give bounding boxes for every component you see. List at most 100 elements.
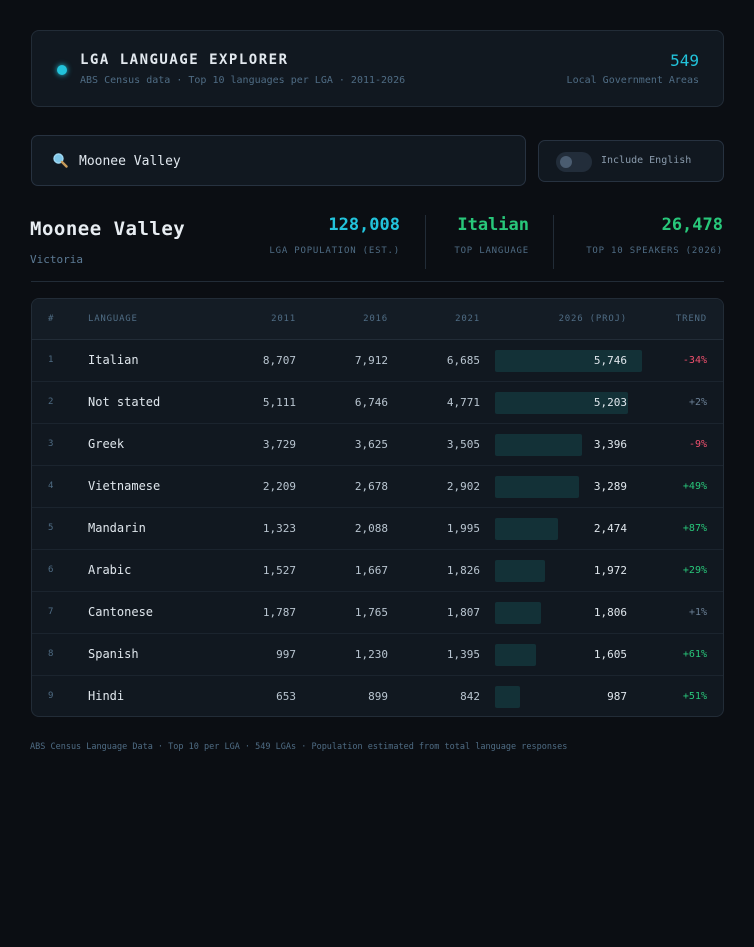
row-trend: +49% [682,481,707,492]
row-rank: 4 [48,481,54,491]
row-value-2016: 6,746 [354,396,388,409]
table-row[interactable]: 3 Greek 3,729 3,625 3,505 3,396 -9% [32,424,723,466]
row-value-2026: 3,289 [593,480,627,493]
projection-bar [495,686,520,708]
column-header-2026[interactable]: 2026 (PROJ) [558,314,627,324]
population-value: 128,008 [328,215,400,235]
row-value-2011: 1,323 [262,522,296,535]
search-input[interactable] [79,148,509,174]
row-value-2026: 3,396 [593,438,627,451]
row-value-2021: 842 [460,690,480,703]
row-trend: -34% [682,355,707,366]
app-subtitle: ABS Census data · Top 10 languages per L… [80,75,406,86]
row-value-2021: 1,826 [446,564,480,577]
projection-bar [495,644,536,666]
row-language: Not stated [88,395,161,409]
row-language: Spanish [88,647,139,661]
row-value-2026: 5,746 [593,354,627,367]
row-value-2026: 1,605 [593,648,627,661]
include-english-toggle[interactable]: Include English [538,140,724,182]
table-row[interactable]: 7 Cantonese 1,787 1,765 1,807 1,806 +1% [32,592,723,634]
column-header-rank[interactable]: # [48,314,55,324]
row-rank: 3 [48,439,54,449]
table-row[interactable]: 9 Hindi 653 899 842 987 +51% [32,676,723,716]
top-language-value: Italian [457,215,529,235]
row-trend: +2% [688,397,707,408]
row-value-2021: 1,807 [446,606,480,619]
projection-bar [495,518,558,540]
projection-bar [495,434,582,456]
speakers-value: 26,478 [661,215,723,235]
row-rank: 6 [48,565,54,575]
speakers-label: TOP 10 SPEAKERS (2026) [586,246,723,256]
projection-bar [495,476,579,498]
stat-population: 128,008 LGA POPULATION (EST.) [269,215,400,269]
stat-speakers: 26,478 TOP 10 SPEAKERS (2026) [586,215,723,269]
row-value-2016: 7,912 [354,354,388,367]
table-row[interactable]: 6 Arabic 1,527 1,667 1,826 1,972 +29% [32,550,723,592]
column-header-trend[interactable]: TREND [675,314,707,324]
row-rank: 1 [48,355,54,365]
column-header-2016[interactable]: 2016 [363,314,388,324]
row-trend: +61% [682,649,707,660]
row-trend: +51% [682,691,707,702]
row-language: Mandarin [88,521,146,535]
footer-note: ABS Census Language Data · Top 10 per LG… [30,742,568,752]
row-rank: 2 [48,397,54,407]
stat-top-language: Italian TOP LANGUAGE [454,215,529,269]
app-header: LGA LANGUAGE EXPLORER ABS Census data · … [31,30,724,107]
row-rank: 8 [48,649,54,659]
row-value-2011: 5,111 [262,396,296,409]
row-value-2026: 2,474 [593,522,627,535]
row-value-2016: 2,678 [354,480,388,493]
table-row[interactable]: 5 Mandarin 1,323 2,088 1,995 2,474 +87% [32,508,723,550]
row-language: Italian [88,353,139,367]
row-trend: -9% [688,439,707,450]
status-dot-icon [57,65,67,75]
row-value-2011: 2,209 [262,480,296,493]
row-value-2011: 1,527 [262,564,296,577]
table-row[interactable]: 8 Spanish 997 1,230 1,395 1,605 +61% [32,634,723,676]
projection-bar [495,602,541,624]
row-value-2011: 3,729 [262,438,296,451]
row-rank: 7 [48,607,54,617]
row-value-2021: 1,995 [446,522,480,535]
column-header-2011[interactable]: 2011 [271,314,296,324]
lga-count: 549 [670,51,699,70]
row-value-2016: 899 [368,690,388,703]
row-value-2021: 1,395 [446,648,480,661]
row-value-2021: 6,685 [446,354,480,367]
row-value-2026: 1,972 [593,564,627,577]
row-trend: +87% [682,523,707,534]
row-value-2016: 1,667 [354,564,388,577]
row-value-2011: 653 [276,690,296,703]
table-row[interactable]: 1 Italian 8,707 7,912 6,685 5,746 -34% [32,340,723,382]
column-header-2021[interactable]: 2021 [455,314,480,324]
row-value-2021: 3,505 [446,438,480,451]
search-box[interactable] [31,135,526,186]
stat-divider [553,215,554,269]
row-trend: +29% [682,565,707,576]
app-title: LGA LANGUAGE EXPLORER [80,52,289,68]
lga-name: Moonee Valley [30,218,186,240]
lga-count-label: Local Government Areas [566,75,699,86]
column-header-language[interactable]: LANGUAGE [88,314,138,324]
stat-divider [425,215,426,269]
row-value-2026: 987 [607,690,627,703]
row-value-2011: 8,707 [262,354,296,367]
toggle-switch[interactable] [556,152,592,172]
row-language: Vietnamese [88,479,161,493]
row-language: Arabic [88,563,132,577]
toggle-knob [560,156,572,168]
projection-bar [495,560,545,582]
row-rank: 5 [48,523,54,533]
row-value-2016: 1,230 [354,648,388,661]
row-value-2016: 3,625 [354,438,388,451]
toggle-label: Include English [601,155,692,166]
row-language: Greek [88,437,125,451]
row-value-2021: 2,902 [446,480,480,493]
table-row[interactable]: 2 Not stated 5,111 6,746 4,771 5,203 +2% [32,382,723,424]
row-value-2026: 5,203 [593,396,627,409]
table-row[interactable]: 4 Vietnamese 2,209 2,678 2,902 3,289 +49% [32,466,723,508]
row-value-2021: 4,771 [446,396,480,409]
